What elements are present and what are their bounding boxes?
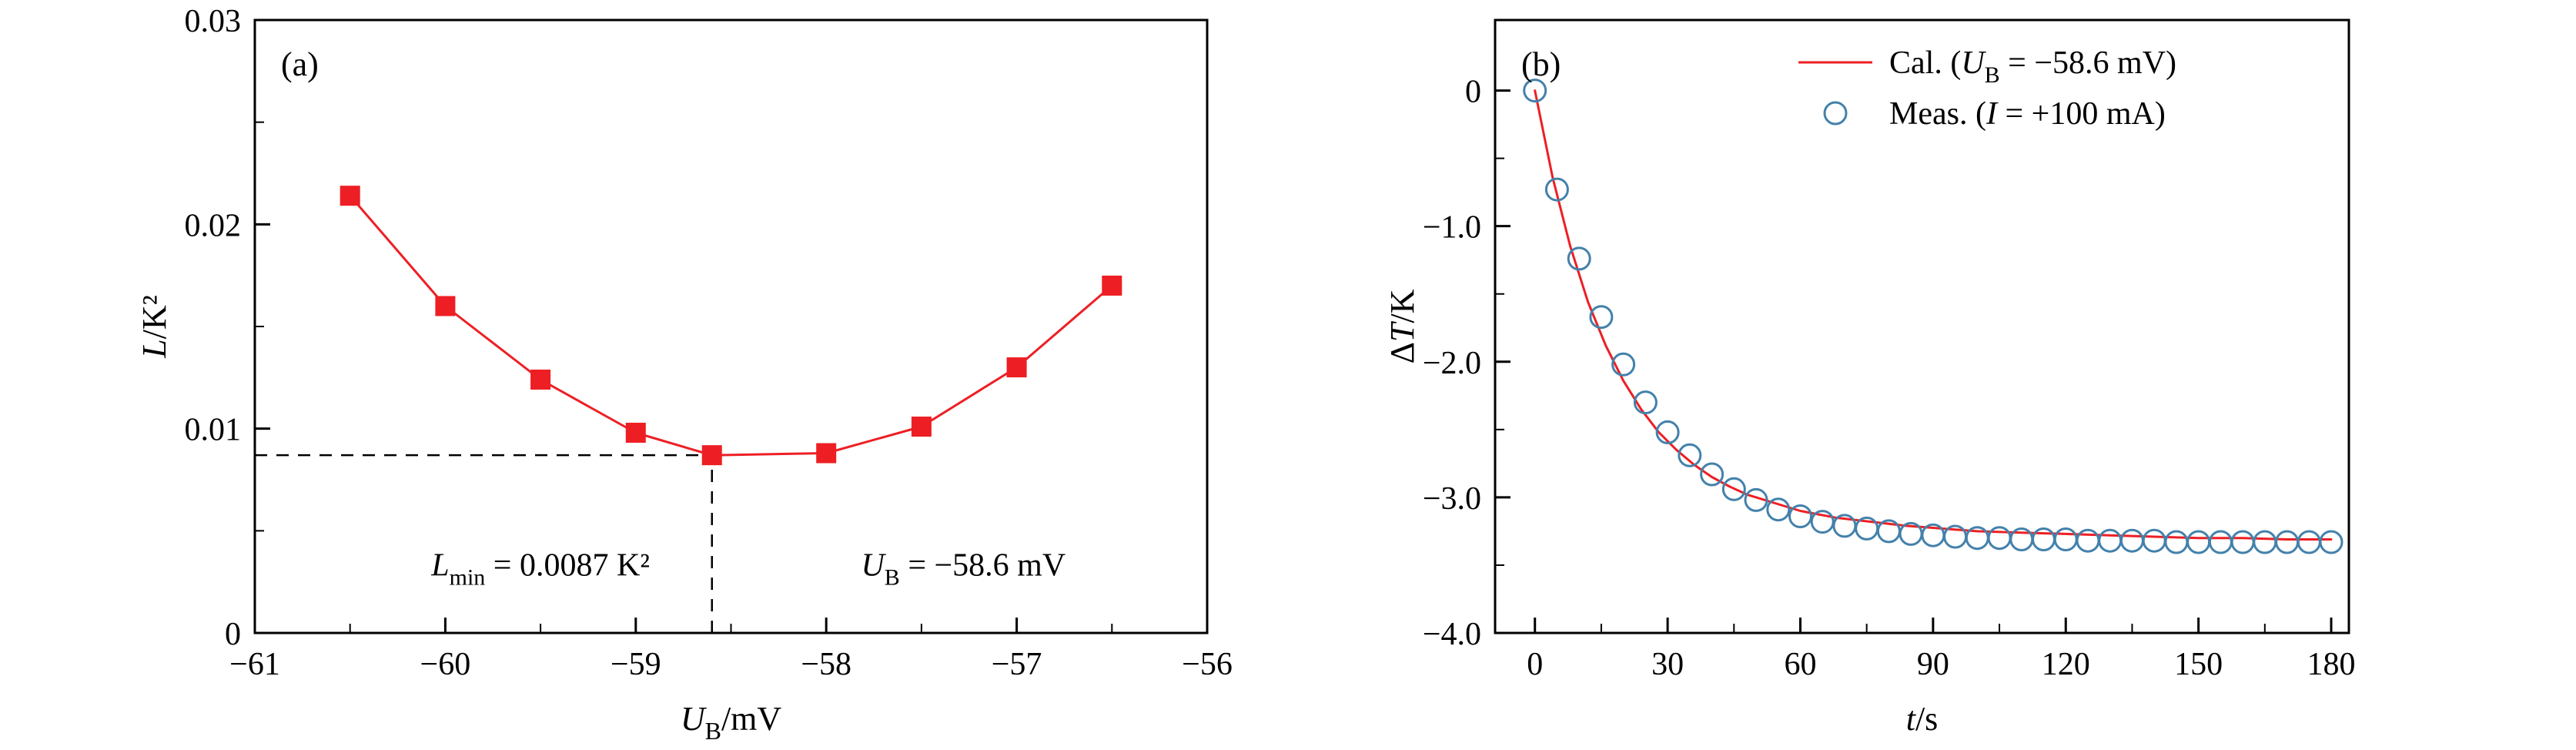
y-tick-label: 0.02 bbox=[185, 208, 242, 243]
x-tick-label: −60 bbox=[420, 647, 471, 682]
data-point-circle bbox=[1987, 526, 2012, 551]
x-tick-label: 90 bbox=[1917, 647, 1949, 682]
panel-a: −61 −60 −59 −58 −57 −56 0 0.01 0.02 0.03 Lmin = 0.… bbox=[135, 4, 1233, 745]
data-point-circle bbox=[2053, 527, 2078, 551]
data-point-circle bbox=[2208, 530, 2233, 554]
x-tick-label: 120 bbox=[2042, 647, 2090, 682]
x-tick-label: −57 bbox=[992, 647, 1042, 682]
data-point-circle bbox=[2119, 528, 2144, 553]
x-tick-label: 60 bbox=[1784, 647, 1816, 682]
y-tick-label: −4.0 bbox=[1423, 617, 1481, 652]
x-tick-label: −56 bbox=[1182, 647, 1233, 682]
data-point-square bbox=[1102, 275, 1122, 296]
data-point-circle bbox=[1700, 462, 1725, 487]
data-point-circle bbox=[1788, 504, 1812, 528]
data-point-circle bbox=[2297, 530, 2321, 554]
y-tick-label: 0 bbox=[225, 617, 241, 652]
data-point-square bbox=[911, 417, 932, 437]
data-point-circle bbox=[2164, 530, 2189, 554]
data-point-circle bbox=[1544, 177, 1569, 202]
x-tick-label: −59 bbox=[611, 647, 661, 682]
x-tick-label: −58 bbox=[801, 647, 851, 682]
y-tick-label: −3.0 bbox=[1423, 481, 1481, 517]
data-point-circle bbox=[1678, 443, 1702, 467]
x-tick-label: 30 bbox=[1651, 647, 1684, 682]
series-line-L-vs-UB bbox=[349, 194, 1113, 457]
y-axis-label: ΔT/K bbox=[1383, 289, 1421, 363]
axes-box bbox=[1494, 18, 2350, 634]
annotation: UB = −58.6 mV bbox=[861, 548, 1066, 591]
y-tick-label: 0.01 bbox=[185, 413, 242, 448]
data-point-square bbox=[1006, 357, 1027, 378]
panel-b: 0 30 60 90 120 150 180 0 −1.0 −2.0 −3.0 −4.0 (b) t/s Δ… bbox=[1383, 18, 2356, 738]
data-point-circle bbox=[1766, 497, 1791, 522]
legend-label: Cal. (UB = −58.6 mV) bbox=[1889, 45, 2176, 88]
y-tick-label: 0.03 bbox=[185, 4, 242, 39]
data-point-circle bbox=[2186, 530, 2211, 554]
data-point-circle bbox=[1589, 305, 1614, 330]
data-point-circle bbox=[1633, 390, 1658, 415]
y-tick-label: −2.0 bbox=[1423, 346, 1481, 381]
y-tick-label: 0 bbox=[1465, 75, 1481, 110]
x-tick-label: 150 bbox=[2174, 647, 2223, 682]
data-point-circle bbox=[2076, 528, 2100, 553]
data-point-circle bbox=[2098, 528, 2123, 553]
data-point-circle bbox=[1523, 79, 1547, 103]
data-point-circle bbox=[2230, 530, 2255, 554]
data-point-circle bbox=[2253, 530, 2277, 554]
legend-circle-sample bbox=[1823, 101, 1848, 126]
data-point-circle bbox=[2275, 530, 2300, 554]
legend-label: Meas. (I = +100 mA) bbox=[1889, 96, 2166, 132]
y-tick-label: −1.0 bbox=[1423, 210, 1481, 246]
data-point-square bbox=[625, 422, 646, 443]
data-point-circle bbox=[1721, 477, 1746, 501]
y-axis-label: L/K² bbox=[135, 295, 173, 359]
data-point-square bbox=[816, 443, 837, 464]
x-axis-label: t/s bbox=[1906, 700, 1939, 738]
data-point-circle bbox=[2032, 527, 2056, 551]
data-point-circle bbox=[1567, 246, 1591, 271]
data-point-circle bbox=[1611, 352, 1636, 377]
data-point-circle bbox=[1744, 487, 1768, 512]
data-point-circle bbox=[1655, 420, 1680, 444]
x-axis-label: UB/mV bbox=[681, 700, 782, 745]
data-point-circle bbox=[2319, 530, 2343, 554]
data-point-square bbox=[435, 296, 456, 316]
data-point-square bbox=[701, 445, 722, 466]
x-tick-label: −61 bbox=[229, 647, 280, 682]
data-point-circle bbox=[2142, 528, 2166, 553]
data-point-circle bbox=[1810, 510, 1835, 534]
x-tick-label: 180 bbox=[2307, 647, 2356, 682]
panel-label: (b) bbox=[1521, 45, 1561, 83]
series-line-cal bbox=[1534, 89, 2333, 541]
annotation: Lmin = 0.0087 K² bbox=[430, 548, 650, 591]
x-tick-label: 0 bbox=[1527, 647, 1543, 682]
panel-label: (a) bbox=[281, 45, 319, 83]
data-point-square bbox=[530, 369, 551, 390]
data-point-square bbox=[340, 186, 360, 206]
